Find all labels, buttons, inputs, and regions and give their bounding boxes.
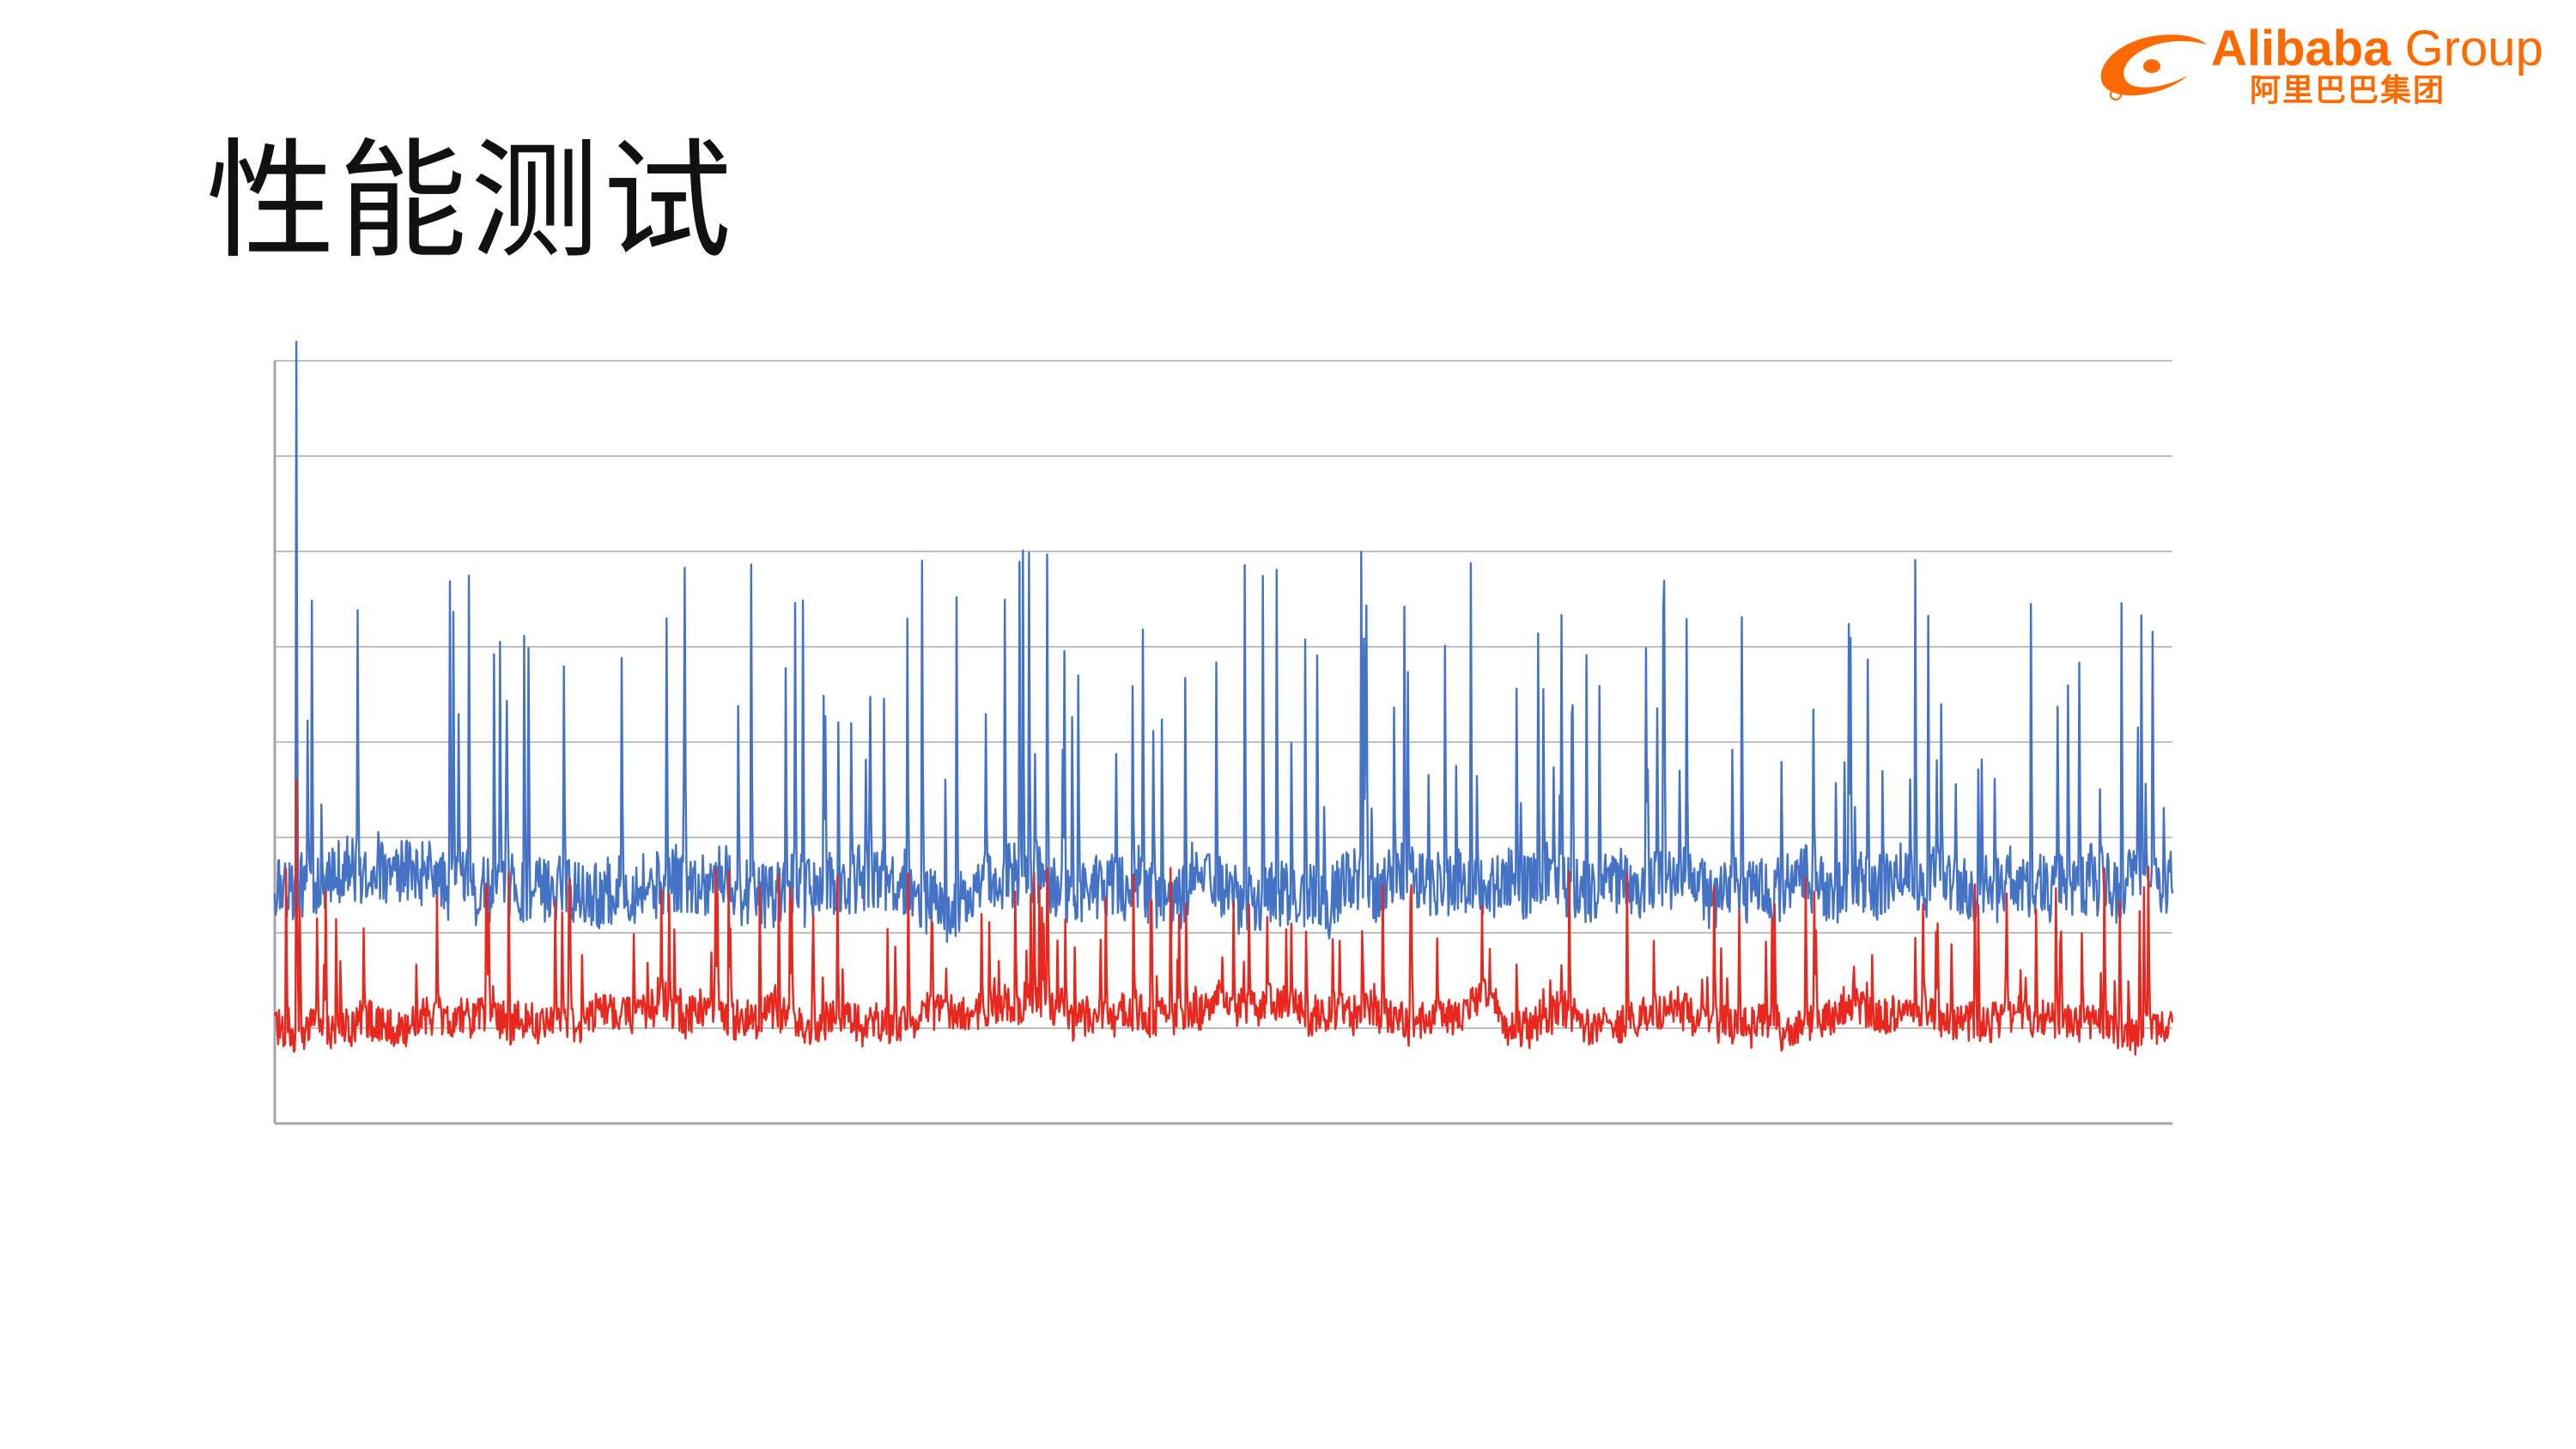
logo-brand-text: Alibaba Group	[2211, 21, 2543, 76]
series-line-1	[273, 340, 2174, 943]
series-line-2	[273, 779, 2174, 1056]
slide-title: 性能测试	[206, 127, 736, 277]
alibaba-smile-icon	[2100, 34, 2207, 100]
logo-chinese-text: 阿里巴巴集团	[2250, 73, 2446, 108]
alibaba-group-logo: Alibaba Group 阿里巴巴集团	[2087, 19, 2567, 113]
